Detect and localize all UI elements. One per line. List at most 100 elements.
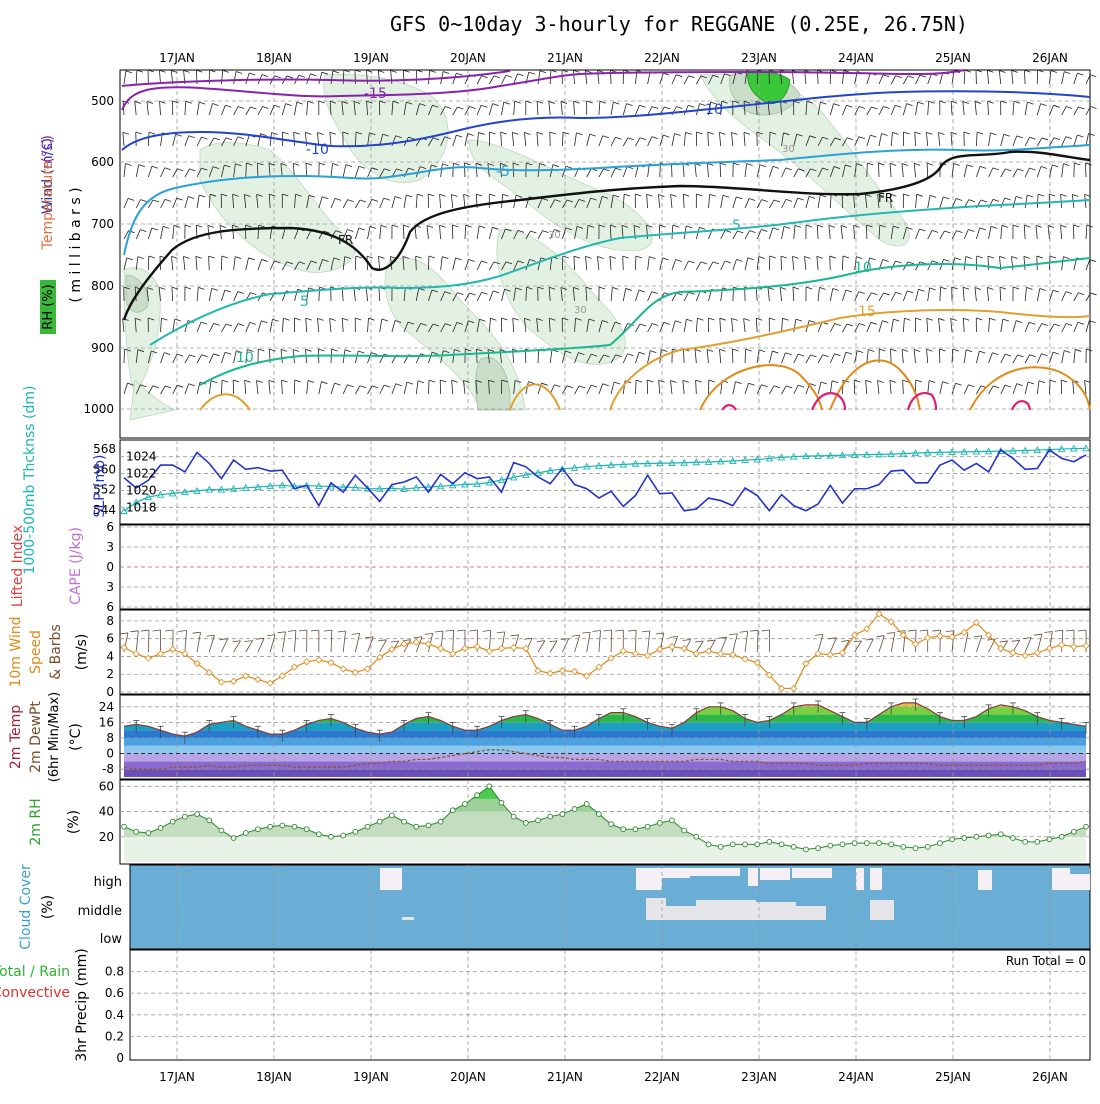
rh-point — [1023, 839, 1028, 844]
rh-point — [877, 841, 882, 846]
wind10m-tick-label: 6 — [106, 632, 114, 646]
rh-point — [377, 819, 382, 824]
rh-point — [852, 841, 857, 846]
upper-air-ylabel-tempunit: (°C) — [40, 135, 56, 163]
rh-point — [329, 834, 334, 839]
wind-barb — [246, 163, 247, 177]
x-tick-label-top: 20JAN — [450, 51, 486, 65]
slp-tick-label: 1020 — [126, 483, 157, 497]
contour-label: 5 — [300, 294, 309, 310]
cloud-panel: high middle low — [78, 865, 1090, 949]
precip-tick-label: 0 — [116, 1051, 124, 1065]
rh-point — [463, 802, 468, 807]
cloud-cell — [646, 898, 666, 920]
rh-point — [840, 842, 845, 847]
lifted-tick-label: 3 — [106, 580, 114, 594]
wind-barb — [878, 163, 879, 177]
rh-point — [718, 844, 723, 849]
rh-point — [779, 842, 784, 847]
temp-ylabel-2: 2m DewPt — [28, 701, 44, 773]
rh-point — [146, 831, 151, 836]
wind-barb-flag — [1090, 75, 1096, 77]
rh-point — [864, 841, 869, 846]
temp-tick-label: -8 — [102, 762, 114, 776]
contour-label: -10 — [306, 142, 329, 158]
rh-point — [791, 844, 796, 849]
contour-label: 30 — [548, 230, 561, 241]
cloud-cell — [796, 906, 826, 920]
x-tick-label-top: 26JAN — [1032, 51, 1068, 65]
rh-point — [828, 843, 833, 848]
cloud-cell — [870, 868, 882, 890]
x-tick-label-bottom: 22JAN — [644, 1070, 680, 1084]
cloud-cell — [696, 900, 756, 920]
rh-point — [804, 847, 809, 852]
contour-label: 30 — [574, 305, 587, 316]
cloud-cell — [662, 868, 690, 878]
slp-ylabel-slp: SLP (mb) — [92, 454, 108, 517]
rh-point — [743, 842, 748, 847]
wind10m-tick-label: 2 — [106, 667, 114, 681]
rh-point — [767, 839, 772, 844]
wind10m-tick-label: 8 — [106, 614, 114, 628]
x-tick-label-top: 19JAN — [353, 51, 389, 65]
precip-panel: 00.20.40.60.8 Run Total = 0 — [105, 950, 1090, 1065]
x-tick-label-top: 24JAN — [838, 51, 874, 65]
rh-point — [572, 807, 577, 812]
rh-point — [122, 824, 127, 829]
contour-label: 10 — [854, 260, 872, 276]
precip-axis: 00.20.40.60.8 — [105, 965, 124, 1065]
cloud-cell — [978, 870, 992, 890]
rh-point — [268, 824, 273, 829]
upper-air-yaxis-label: ( m i l l i b a r s ) — [68, 187, 84, 302]
pressure-tick-label: 900 — [91, 341, 114, 355]
rh-point — [523, 820, 528, 825]
rh-point — [219, 828, 224, 833]
precip-ylabel-3: 3hr Precip (mm) — [74, 948, 90, 1061]
precip-ylabel-2: Convective — [0, 985, 70, 1001]
x-tick-label-top: 18JAN — [256, 51, 292, 65]
rh-point — [816, 846, 821, 851]
temp-tick-label: 24 — [99, 700, 114, 714]
rh-point — [1035, 839, 1040, 844]
wind10m-ylabel-1: 10m Wind — [8, 616, 24, 687]
contour-label: 15 — [858, 304, 876, 320]
x-tick-label-bottom: 26JAN — [1032, 1070, 1068, 1084]
rh-point — [597, 812, 602, 817]
rh-point — [243, 831, 248, 836]
wind10m-ylabel-3: & Barbs — [48, 624, 64, 680]
rh-point — [925, 844, 930, 849]
rh-point — [207, 818, 212, 823]
cloud-cell — [690, 868, 740, 876]
cloud-cell — [756, 902, 796, 920]
x-tick-label-top: 23JAN — [741, 51, 777, 65]
pressure-tick-label: 800 — [91, 279, 114, 293]
contour-label: 30 — [782, 144, 795, 155]
upper-air-ylabel-rh: RH (%) — [41, 284, 56, 329]
cloud-cell — [856, 868, 864, 890]
pressure-tick-label: 500 — [91, 94, 114, 108]
x-tick-label-top: 25JAN — [935, 51, 971, 65]
rh-point — [730, 842, 735, 847]
wind-barb — [1085, 163, 1086, 177]
rh-point — [438, 819, 443, 824]
pressure-tick-label: 600 — [91, 155, 114, 169]
rh2m-tick-label: 20 — [99, 830, 114, 844]
rh-point — [134, 829, 139, 834]
rh2m-ylabel-1: 2m RH — [28, 798, 44, 845]
cloud-ylabel-2: (%) — [40, 895, 56, 919]
slp-tick-label: 1018 — [126, 500, 157, 514]
temp-tick-label: 0 — [106, 747, 114, 761]
contour-label: FR — [338, 233, 353, 247]
rh-point — [1059, 834, 1064, 839]
wind-barb — [867, 163, 868, 177]
rh-point — [414, 824, 419, 829]
rh-point — [1047, 837, 1052, 842]
wind-barb — [623, 256, 624, 270]
cloud-cell — [402, 917, 414, 920]
rh-point — [609, 822, 614, 827]
rh-point — [231, 836, 236, 841]
